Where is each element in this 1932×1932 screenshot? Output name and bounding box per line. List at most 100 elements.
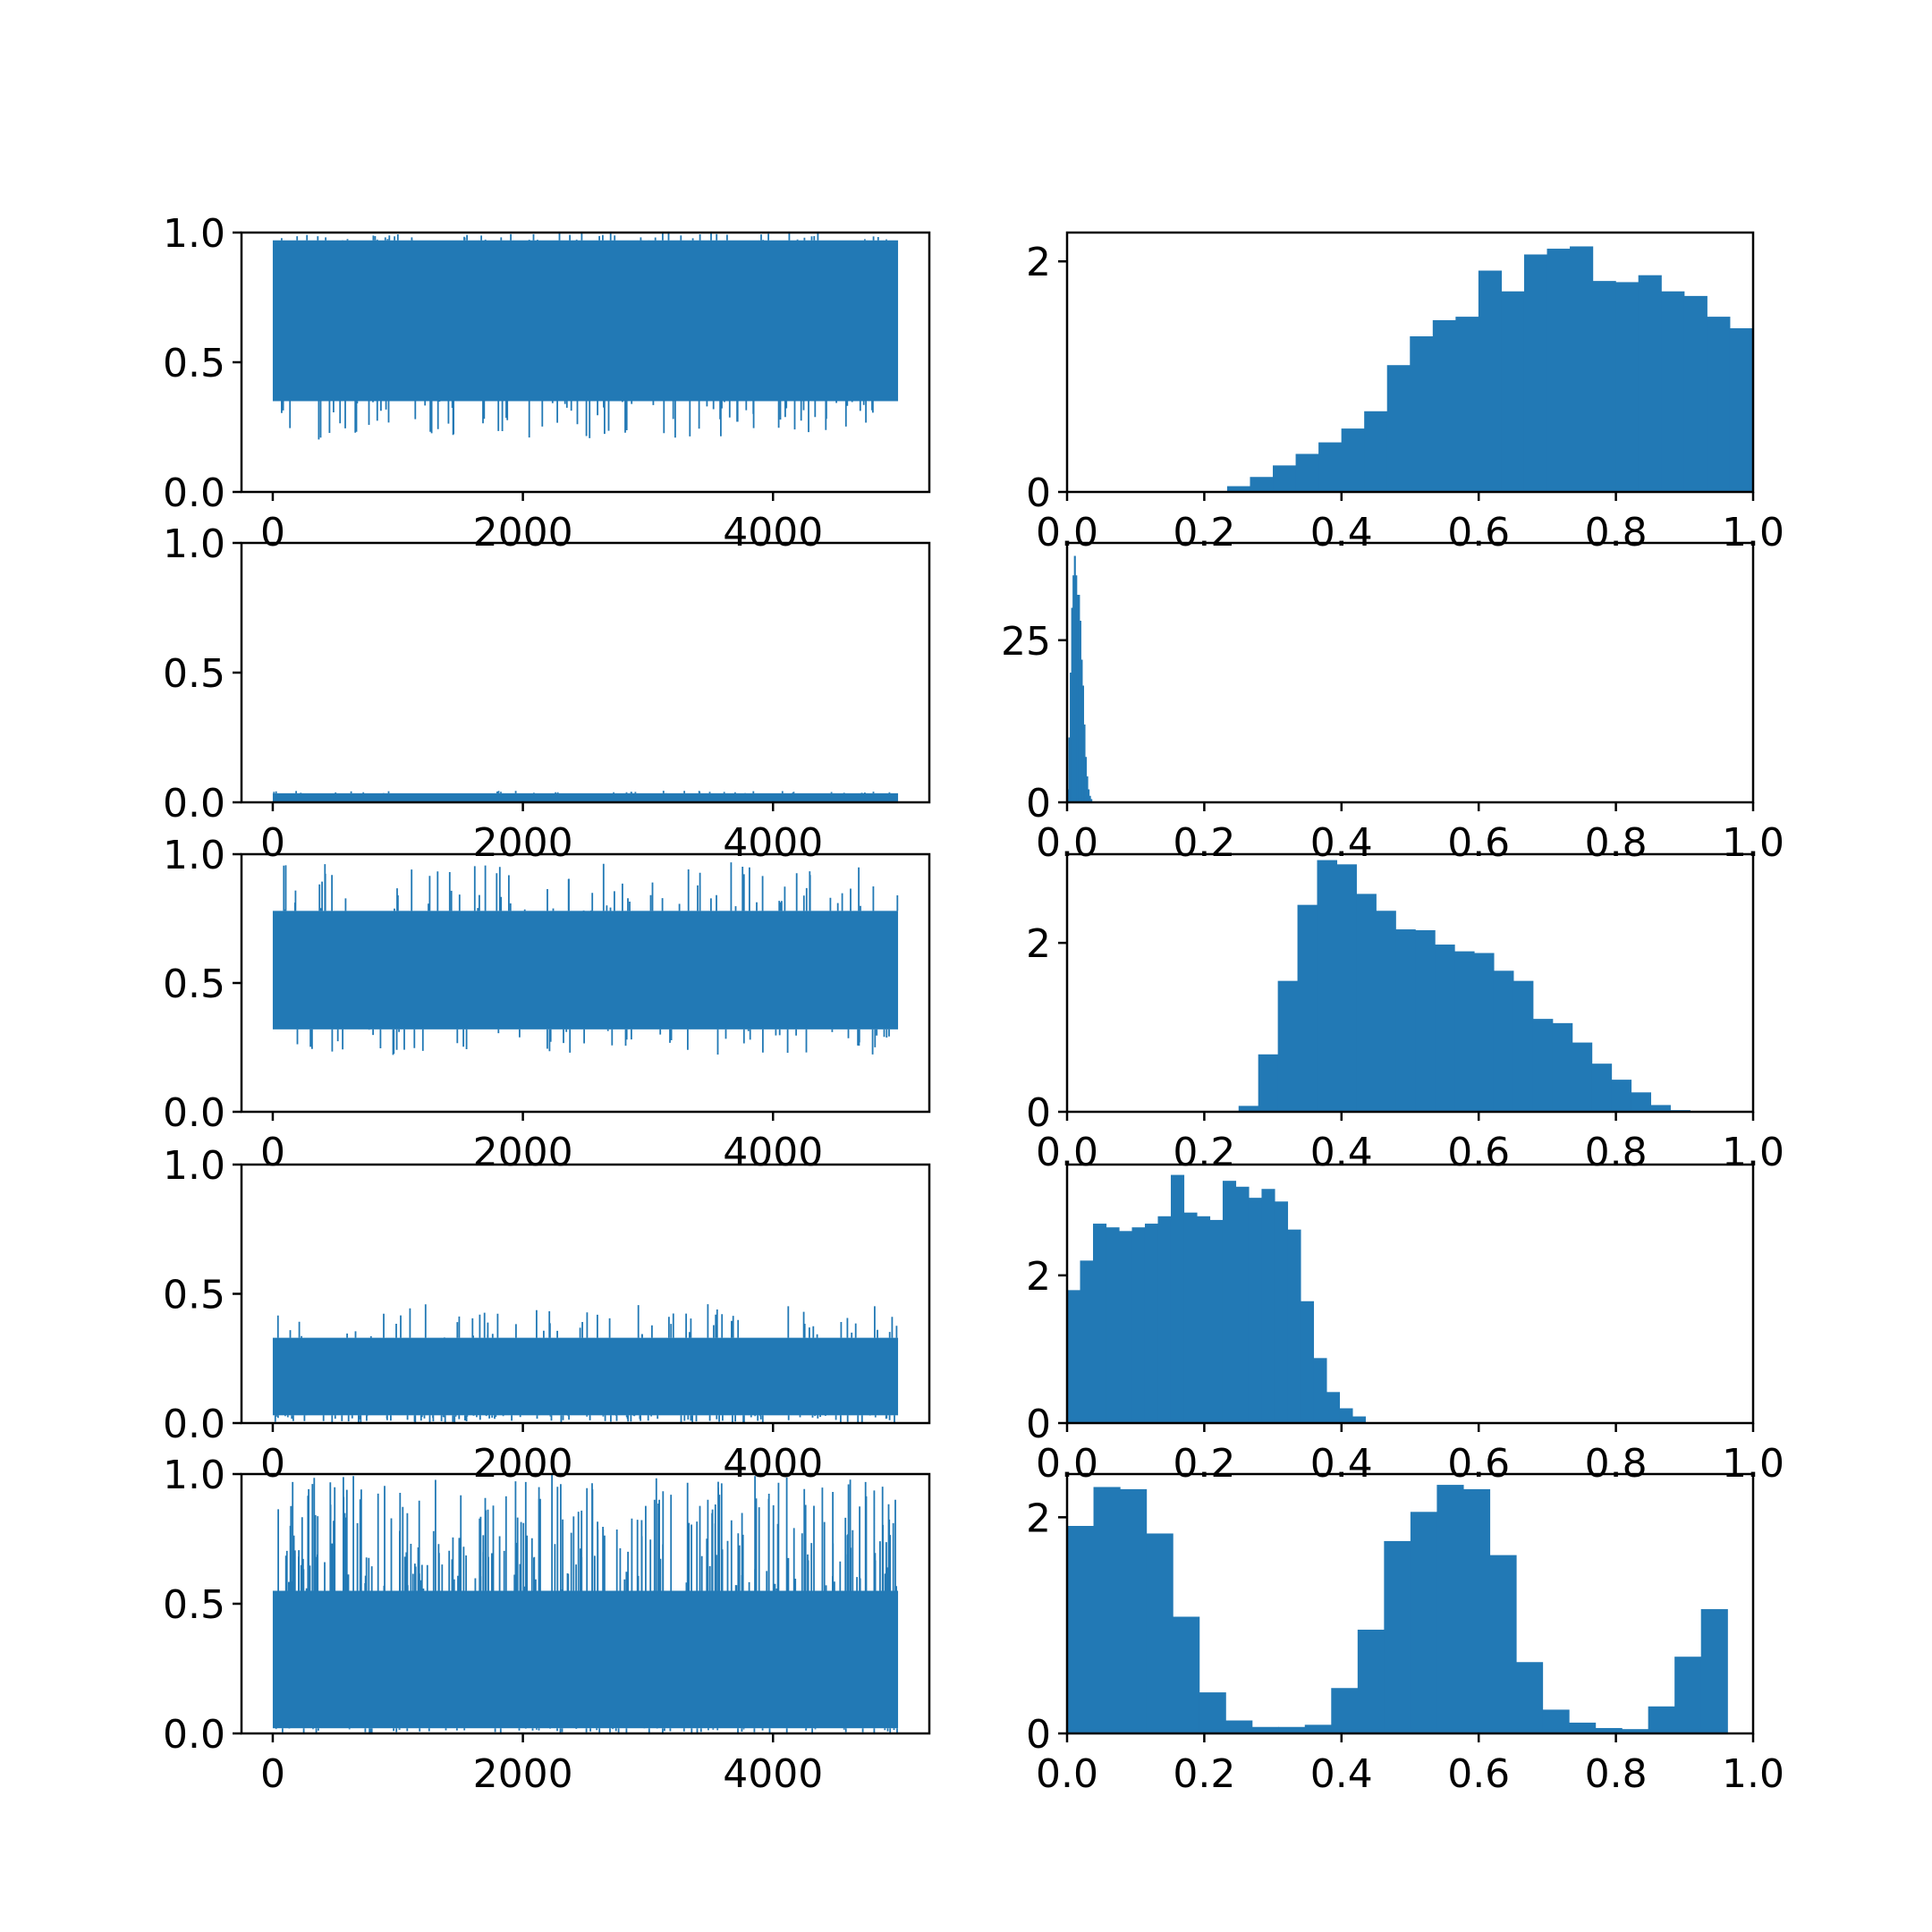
trace-spikes bbox=[275, 1474, 898, 1733]
histogram-bar bbox=[1317, 860, 1338, 1112]
x-tick-label: 0.2 bbox=[1173, 1441, 1235, 1487]
panel-trace-1: 0 2000 4000 0.0 0.5 1.0 bbox=[163, 211, 931, 555]
histogram-bar bbox=[1326, 1392, 1341, 1423]
histogram-bar bbox=[1238, 1106, 1259, 1112]
histogram-bar bbox=[1131, 1227, 1146, 1423]
histogram-bar bbox=[1357, 1630, 1385, 1733]
histogram-bar bbox=[1261, 1189, 1275, 1423]
x-tick-label: 0 bbox=[260, 820, 285, 866]
x-tick-label: 0.8 bbox=[1585, 820, 1648, 866]
histogram-bar bbox=[1067, 1290, 1081, 1423]
histogram-bar bbox=[1235, 1186, 1250, 1423]
histogram-bar bbox=[1478, 270, 1503, 492]
histogram-bar bbox=[1516, 1662, 1544, 1733]
x-tick-label: 0.0 bbox=[1036, 1751, 1098, 1797]
x-tick-label: 0.8 bbox=[1585, 1441, 1648, 1487]
histogram-bar bbox=[1076, 595, 1079, 802]
histogram-bar bbox=[1386, 365, 1411, 492]
histogram-bar bbox=[1084, 757, 1088, 802]
y-tick-label: 1.0 bbox=[163, 1143, 225, 1189]
histogram-bar bbox=[1638, 275, 1662, 492]
histogram-bar bbox=[1435, 945, 1455, 1112]
y-tick-label: 1.0 bbox=[163, 211, 225, 257]
histogram-bar bbox=[1083, 724, 1086, 802]
x-tick-label: 0.2 bbox=[1173, 1751, 1235, 1797]
histogram-bar bbox=[1455, 317, 1479, 492]
histogram-bar bbox=[1070, 673, 1072, 802]
panel-trace-4: 0 2000 4000 0.0 0.5 1.0 bbox=[163, 1143, 931, 1487]
histogram-bar bbox=[1144, 1224, 1159, 1423]
y-tick-label: 2 bbox=[1026, 240, 1051, 285]
y-tick-label: 2 bbox=[1026, 921, 1051, 967]
histogram-bar bbox=[1118, 1231, 1133, 1423]
axes-frame bbox=[1065, 852, 1755, 1114]
histogram-bar bbox=[1591, 1063, 1613, 1112]
y-tick-label: 0.0 bbox=[163, 1090, 225, 1136]
y-tick-label: 1.0 bbox=[163, 833, 225, 878]
y-tick-label: 0 bbox=[1026, 1090, 1051, 1136]
histogram-bar bbox=[1615, 282, 1640, 492]
histogram-bar bbox=[1523, 254, 1548, 492]
histogram-bar bbox=[1075, 575, 1078, 802]
histogram-bar bbox=[1226, 486, 1251, 492]
x-tick-label: 0.4 bbox=[1310, 820, 1373, 866]
y-tick-label: 2 bbox=[1026, 1254, 1051, 1300]
y-tick-label: 0 bbox=[1026, 1402, 1051, 1447]
histogram-bar bbox=[1067, 1526, 1095, 1733]
histogram-bar bbox=[1068, 737, 1071, 802]
histogram-bar bbox=[1146, 1533, 1174, 1733]
histogram-bar bbox=[1093, 1487, 1121, 1733]
histogram-bar bbox=[1364, 411, 1388, 492]
histogram-bar bbox=[1650, 1105, 1671, 1112]
histogram-bar bbox=[1071, 607, 1073, 802]
y-tick-label: 2 bbox=[1026, 1496, 1051, 1541]
histogram-bar bbox=[1222, 1181, 1237, 1423]
histogram-bar bbox=[1274, 1201, 1289, 1423]
histogram-bar bbox=[1532, 1019, 1554, 1112]
histogram-bar bbox=[1336, 864, 1357, 1112]
histogram-bar bbox=[1199, 1692, 1226, 1733]
y-tick-label: 0.0 bbox=[163, 1712, 225, 1758]
histogram-bar bbox=[1622, 1729, 1649, 1733]
histogram-bar bbox=[1462, 1488, 1491, 1733]
histogram-bar bbox=[1081, 685, 1085, 802]
y-tick-label: 0.5 bbox=[163, 341, 225, 386]
histogram-bar bbox=[1341, 428, 1365, 492]
x-tick-label: 0.6 bbox=[1447, 1130, 1510, 1175]
panel-hist-1: 0.0 0.2 0.4 0.6 0.8 1.002 bbox=[1026, 231, 1784, 555]
histogram-bar bbox=[1356, 894, 1377, 1112]
histogram-bar bbox=[1088, 789, 1090, 802]
y-tick-label: 0 bbox=[1026, 1712, 1051, 1758]
y-tick-label: 1.0 bbox=[163, 1453, 225, 1498]
y-tick-label: 0.5 bbox=[163, 1582, 225, 1628]
histogram-bar bbox=[1661, 291, 1685, 492]
panel-trace-5: 0 2000 4000 0.0 0.5 1.0 bbox=[163, 1453, 931, 1797]
histogram-bar bbox=[1473, 953, 1495, 1112]
histogram-bar bbox=[1273, 465, 1297, 492]
x-tick-label: 0.8 bbox=[1585, 510, 1648, 555]
histogram-bar bbox=[1552, 1022, 1573, 1112]
x-tick-label: 0 bbox=[260, 1441, 285, 1487]
x-tick-label: 2000 bbox=[473, 510, 573, 555]
histogram-bar bbox=[1572, 1042, 1593, 1112]
x-tick-label: 4000 bbox=[723, 510, 823, 555]
histogram-bar bbox=[1287, 1229, 1301, 1423]
histogram-bar bbox=[1225, 1720, 1253, 1733]
y-tick-label: 1.0 bbox=[163, 521, 225, 567]
histogram-bar bbox=[1086, 776, 1089, 802]
histogram-bar bbox=[1080, 1260, 1094, 1423]
histogram-bar bbox=[1410, 336, 1434, 492]
x-tick-label: 4000 bbox=[723, 820, 823, 866]
trace-spikes bbox=[274, 1304, 898, 1423]
histogram-bar bbox=[1674, 1657, 1702, 1733]
histogram-bar bbox=[1106, 1227, 1120, 1423]
histogram-bar bbox=[1384, 1540, 1411, 1733]
x-tick-label: 0 bbox=[260, 510, 285, 555]
y-tick-label: 0.5 bbox=[163, 1273, 225, 1318]
histogram-bar bbox=[1090, 799, 1093, 802]
histogram-bar bbox=[1278, 1726, 1306, 1733]
y-tick-label: 0.0 bbox=[163, 1402, 225, 1447]
histogram-bar bbox=[1313, 1358, 1327, 1423]
x-tick-label: 0.8 bbox=[1585, 1130, 1648, 1175]
x-tick-label: 0.2 bbox=[1173, 1130, 1235, 1175]
